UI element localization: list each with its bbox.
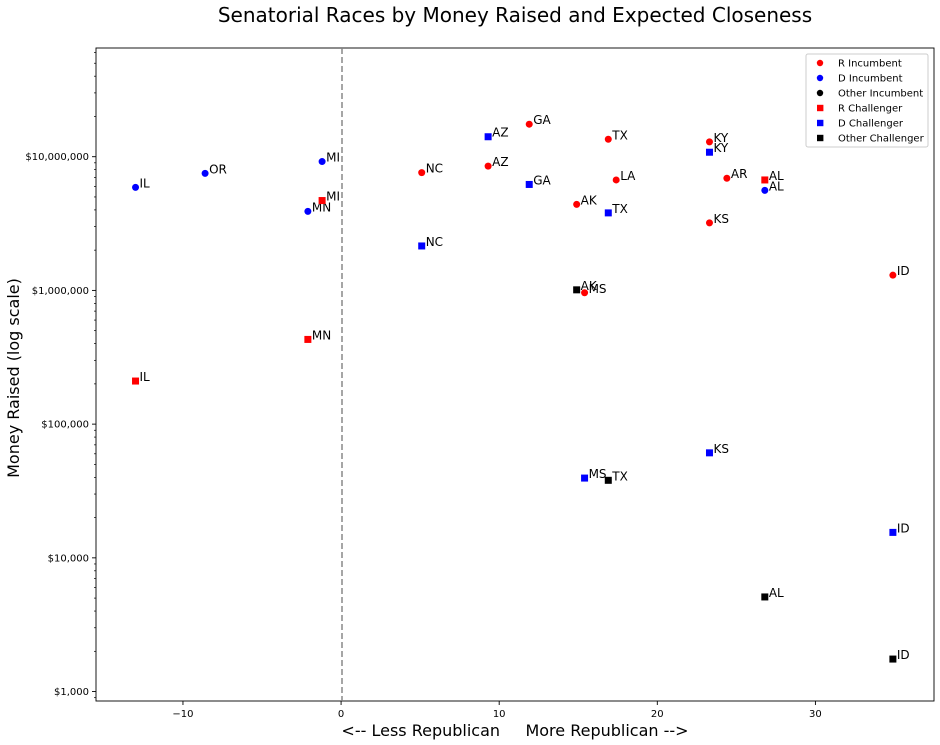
- y-axis-label: Money Raised (log scale): [4, 278, 23, 478]
- point-label: ID: [897, 521, 910, 535]
- data-point: [705, 219, 713, 227]
- data-point: [761, 593, 769, 601]
- point-label: MS: [589, 467, 607, 481]
- legend-marker: [816, 89, 824, 97]
- y-tick-label: $10,000,000: [25, 152, 89, 163]
- y-tick-label: $10,000: [48, 553, 89, 564]
- point-label: KY: [713, 131, 728, 145]
- data-point: [525, 120, 533, 128]
- data-point: [604, 476, 612, 484]
- data-point: [604, 209, 612, 217]
- point-label: MN: [312, 200, 331, 214]
- legend-marker: [817, 119, 824, 127]
- point-label: OR: [209, 162, 227, 176]
- point-label: AL: [769, 586, 784, 600]
- x-axis-label: <-- Less Republican More Republican -->: [341, 721, 688, 740]
- y-tick-label: $100,000: [41, 420, 89, 431]
- data-point: [604, 135, 612, 143]
- data-point: [132, 377, 140, 385]
- data-point: [705, 138, 713, 146]
- data-point: [705, 449, 713, 457]
- point-label: MI: [326, 190, 340, 204]
- point-label: GA: [533, 173, 551, 187]
- x-tick-label: 0: [338, 709, 344, 720]
- legend-label: Other Incumbent: [838, 89, 923, 100]
- legend-label: R Challenger: [838, 104, 903, 115]
- data-point: [132, 183, 140, 191]
- point-label: TX: [611, 202, 628, 216]
- point-label: AZ: [492, 155, 508, 169]
- legend-label: D Challenger: [838, 119, 904, 130]
- point-label: AR: [731, 167, 748, 181]
- y-tick-label: $1,000: [54, 687, 89, 698]
- data-point: [581, 289, 589, 297]
- point-label: MS: [589, 282, 607, 296]
- data-point: [573, 200, 581, 208]
- data-point: [705, 148, 713, 156]
- data-point: [723, 174, 731, 182]
- x-tick-label: 30: [809, 709, 822, 720]
- point-label: KS: [713, 442, 729, 456]
- plot-area: [95, 47, 935, 702]
- legend-label: D Incumbent: [838, 74, 903, 85]
- point-label: AZ: [492, 126, 508, 140]
- legend-label: Other Challenger: [838, 134, 925, 145]
- point-label: GA: [533, 113, 551, 127]
- data-point: [612, 176, 620, 184]
- x-axis: −10 0 10 20 30: [172, 701, 822, 720]
- legend-box: [805, 53, 929, 148]
- data-point: [318, 197, 326, 205]
- point-label: ID: [897, 264, 910, 278]
- data-point: [761, 186, 769, 194]
- point-label: IL: [140, 370, 151, 384]
- data-point: [573, 286, 581, 294]
- data-point: [201, 169, 209, 177]
- legend-label: R Incumbent: [838, 59, 902, 70]
- data-point: [889, 271, 897, 279]
- data-point: [525, 180, 533, 188]
- y-tick-label: $1,000,000: [32, 286, 89, 297]
- data-point: [889, 655, 897, 663]
- data-point: [484, 162, 492, 170]
- point-label: NC: [426, 162, 443, 176]
- legend: R Incumbent D Incumbent Other Incumbent R C…: [805, 53, 929, 148]
- data-point: [761, 176, 769, 184]
- x-tick-label: 10: [493, 709, 506, 720]
- point-label: LA: [620, 169, 636, 183]
- data-point: [304, 335, 312, 343]
- legend-marker: [817, 134, 824, 142]
- point-label: AL: [769, 179, 784, 193]
- data-point: [318, 158, 326, 166]
- x-tick-label: 20: [651, 709, 664, 720]
- point-label: TX: [611, 469, 628, 483]
- legend-marker: [816, 59, 824, 67]
- data-point: [484, 133, 492, 141]
- point-label: IL: [140, 176, 151, 190]
- data-point: [418, 242, 426, 250]
- point-label: KS: [713, 212, 729, 226]
- y-axis: $1,000 $10,000 $100,000 $1,000,000 $10,000,0…: [25, 52, 96, 698]
- chart-title: Senatorial Races by Money Raised and Exp…: [218, 3, 812, 27]
- data-point: [418, 169, 426, 177]
- point-label: TX: [611, 128, 628, 142]
- point-label: AL: [769, 169, 784, 183]
- point-label: MN: [312, 328, 331, 342]
- point-label: KY: [713, 141, 728, 155]
- data-point: [304, 207, 312, 215]
- point-label: ID: [897, 648, 910, 662]
- point-label: AK: [581, 279, 598, 293]
- point-label: MI: [326, 151, 340, 165]
- legend-marker: [816, 74, 824, 82]
- data-point: [889, 528, 897, 536]
- x-tick-label: −10: [172, 709, 193, 720]
- legend-marker: [817, 104, 824, 112]
- data-point: [581, 474, 589, 482]
- point-label: AK: [581, 193, 598, 207]
- point-label: NC: [426, 235, 443, 249]
